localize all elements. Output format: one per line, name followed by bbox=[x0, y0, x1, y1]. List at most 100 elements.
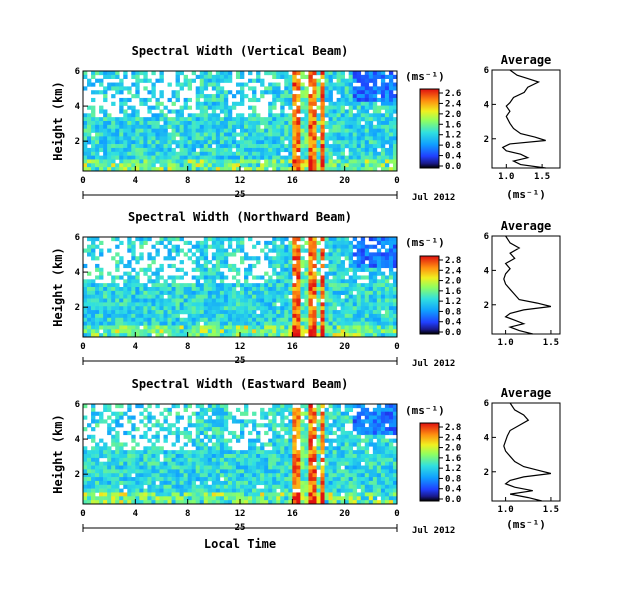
heatmap-cell bbox=[348, 86, 354, 91]
heatmap-cell bbox=[296, 469, 301, 474]
heatmap-cell bbox=[244, 267, 249, 272]
heatmap-cell bbox=[288, 256, 293, 261]
heatmap-cell bbox=[240, 94, 245, 99]
heatmap-cell bbox=[364, 117, 370, 122]
heatmap-cell bbox=[252, 275, 257, 280]
heatmap-cell bbox=[312, 333, 317, 338]
heatmap-cell bbox=[344, 109, 349, 114]
heatmap-cell bbox=[215, 147, 221, 153]
heatmap-cell bbox=[380, 101, 386, 106]
heatmap-cell bbox=[111, 484, 116, 489]
heatmap-cell bbox=[308, 237, 313, 242]
heatmap-cell bbox=[380, 121, 386, 126]
heatmap-cell bbox=[207, 237, 213, 242]
colorbar-tick-label: 2.0 bbox=[445, 277, 461, 287]
heatmap-cell bbox=[115, 492, 120, 497]
heatmap-cell bbox=[280, 442, 285, 447]
heatmap-cell bbox=[380, 140, 386, 145]
heatmap-cell bbox=[240, 457, 245, 462]
heatmap-cell bbox=[115, 144, 120, 149]
heatmap-cell bbox=[187, 473, 192, 478]
heatmap-cell bbox=[248, 419, 253, 424]
heatmap-cell bbox=[231, 263, 237, 269]
heatmap-cell bbox=[111, 302, 116, 307]
heatmap-cell bbox=[252, 423, 257, 428]
heatmap-cell bbox=[348, 465, 354, 470]
heatmap-cell bbox=[143, 496, 148, 501]
heatmap-cell bbox=[368, 287, 374, 292]
heatmap-cell bbox=[207, 163, 213, 168]
heatmap-cell bbox=[227, 438, 233, 443]
heatmap-cell bbox=[187, 294, 192, 299]
heatmap-cell bbox=[223, 252, 229, 257]
heatmap-cell bbox=[356, 457, 362, 462]
heatmap-cell bbox=[111, 310, 116, 315]
heatmap-cell bbox=[183, 240, 188, 245]
heatmap-cell bbox=[83, 132, 88, 137]
heatmap-cell bbox=[107, 430, 112, 436]
heatmap-cell bbox=[356, 159, 362, 164]
heatmap-cell bbox=[284, 163, 289, 168]
heatmap-cell bbox=[272, 279, 277, 284]
heatmap-cell bbox=[288, 329, 293, 334]
heatmap-cell bbox=[115, 71, 120, 76]
heatmap-cell bbox=[159, 117, 164, 122]
heatmap-cell bbox=[372, 461, 378, 466]
heatmap-cell bbox=[308, 298, 313, 303]
heatmap-cell bbox=[352, 461, 358, 466]
heatmap-cell bbox=[131, 113, 136, 118]
heatmap-cell bbox=[223, 488, 229, 493]
heatmap-cell bbox=[244, 279, 249, 284]
heatmap-cell bbox=[99, 287, 104, 292]
heatmap-cell bbox=[211, 74, 217, 79]
heatmap-cell bbox=[328, 97, 333, 103]
heatmap-cell bbox=[288, 90, 293, 95]
heatmap-cell bbox=[215, 237, 221, 242]
heatmap-cell bbox=[211, 313, 217, 319]
heatmap-cell bbox=[356, 248, 362, 253]
heatmap-cell bbox=[91, 404, 96, 409]
heatmap-cell bbox=[304, 434, 309, 439]
heatmap-cell bbox=[223, 446, 229, 451]
heatmap-cell bbox=[199, 263, 205, 269]
heatmap-cell bbox=[143, 461, 148, 466]
heatmap-cell bbox=[111, 163, 116, 168]
heatmap-cell bbox=[211, 86, 217, 91]
heatmap-cell bbox=[195, 244, 201, 249]
heatmap-cell bbox=[288, 167, 293, 172]
heatmap-cell bbox=[372, 317, 378, 322]
heatmap-cell bbox=[167, 461, 172, 466]
heatmap-cell bbox=[235, 317, 241, 322]
heatmap-cell bbox=[99, 313, 104, 319]
heatmap-cell bbox=[103, 473, 108, 478]
heatmap-cell bbox=[99, 167, 104, 172]
heatmap-cell bbox=[99, 411, 104, 416]
heatmap-cell bbox=[272, 271, 277, 276]
heatmap-cell bbox=[324, 480, 329, 486]
heatmap-cell bbox=[155, 136, 160, 141]
heatmap-cell bbox=[284, 446, 289, 451]
heatmap-cell bbox=[388, 325, 394, 330]
heatmap-cell bbox=[159, 240, 164, 245]
heatmap-cell bbox=[95, 167, 100, 172]
heatmap-cell bbox=[348, 434, 354, 439]
heatmap-cell bbox=[235, 167, 241, 172]
heatmap-cell bbox=[268, 333, 273, 338]
heatmap-cell bbox=[123, 283, 128, 288]
heatmap-cell bbox=[195, 97, 201, 103]
heatmap-cell bbox=[215, 82, 221, 87]
heatmap-cell bbox=[272, 267, 277, 272]
heatmap-cell bbox=[219, 465, 225, 470]
heatmap-cell bbox=[280, 267, 285, 272]
heatmap-cell bbox=[215, 90, 221, 95]
heatmap-cell bbox=[280, 298, 285, 303]
heatmap-cell bbox=[131, 321, 136, 326]
heatmap-cell bbox=[203, 283, 209, 288]
heatmap-cell bbox=[219, 252, 225, 257]
heatmap-cell bbox=[388, 167, 394, 172]
heatmap-cell bbox=[256, 256, 261, 261]
heatmap-cell bbox=[240, 294, 245, 299]
heatmap-cell bbox=[139, 252, 144, 257]
heatmap-cell bbox=[260, 163, 265, 168]
heatmap-cell bbox=[207, 302, 213, 307]
